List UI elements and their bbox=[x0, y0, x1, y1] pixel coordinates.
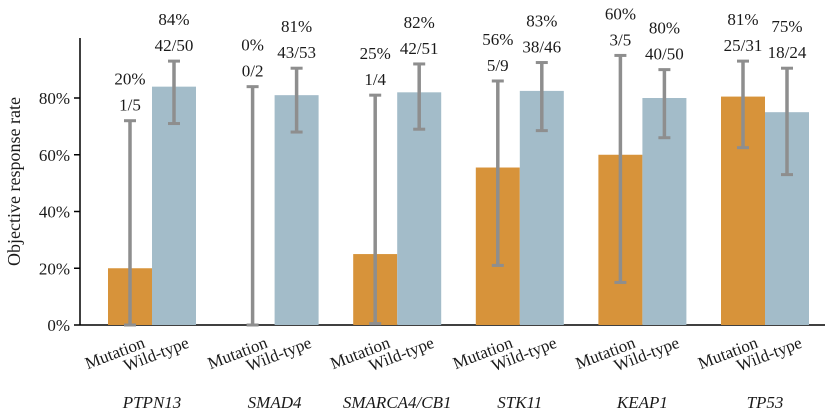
data-label-fraction: 25/31 bbox=[724, 36, 763, 55]
data-label-fraction: 5/9 bbox=[487, 56, 509, 75]
data-label-percent: 75% bbox=[771, 17, 802, 36]
gene-label: TP53 bbox=[747, 393, 784, 412]
data-label-fraction: 1/4 bbox=[364, 70, 386, 89]
data-label-fraction: 43/53 bbox=[277, 43, 316, 62]
data-label-fraction: 1/5 bbox=[119, 96, 141, 115]
data-label-percent: 81% bbox=[281, 17, 312, 36]
data-label-percent: 60% bbox=[605, 4, 636, 23]
data-label-percent: 81% bbox=[727, 10, 758, 29]
data-label-percent: 83% bbox=[526, 12, 557, 31]
y-tick-label: 40% bbox=[39, 203, 70, 222]
data-label-percent: 0% bbox=[241, 36, 264, 55]
data-label-percent: 20% bbox=[114, 70, 145, 89]
y-tick-label: 80% bbox=[39, 89, 70, 108]
data-label-fraction: 0/2 bbox=[242, 62, 264, 81]
gene-label: SMAD4 bbox=[248, 393, 302, 412]
y-tick-label: 20% bbox=[39, 259, 70, 278]
data-label-fraction: 18/24 bbox=[768, 43, 807, 62]
gene-label: KEAP1 bbox=[616, 393, 668, 412]
gene-label: SMARCA4/CB1 bbox=[343, 393, 452, 412]
y-tick-label: 0% bbox=[47, 316, 70, 335]
gene-label: STK11 bbox=[497, 393, 542, 412]
wildtype-bar-ptpn13 bbox=[152, 86, 196, 326]
data-label-fraction: 42/50 bbox=[155, 36, 194, 55]
data-label-fraction: 40/50 bbox=[645, 45, 684, 64]
data-label-fraction: 3/5 bbox=[610, 30, 632, 49]
wildtype-bar-smarca4-cb1 bbox=[397, 92, 442, 325]
data-label-percent: 56% bbox=[482, 30, 513, 49]
gene-label: PTPN13 bbox=[122, 393, 182, 412]
y-tick-label: 60% bbox=[39, 146, 70, 165]
data-label-percent: 80% bbox=[649, 19, 680, 38]
y-axis-title: Objective response rate bbox=[4, 97, 24, 266]
data-label-percent: 82% bbox=[404, 13, 435, 32]
data-label-fraction: 38/46 bbox=[522, 38, 561, 57]
data-label-percent: 25% bbox=[360, 44, 391, 63]
data-label-fraction: 42/51 bbox=[400, 39, 439, 58]
data-label-percent: 84% bbox=[158, 10, 189, 29]
